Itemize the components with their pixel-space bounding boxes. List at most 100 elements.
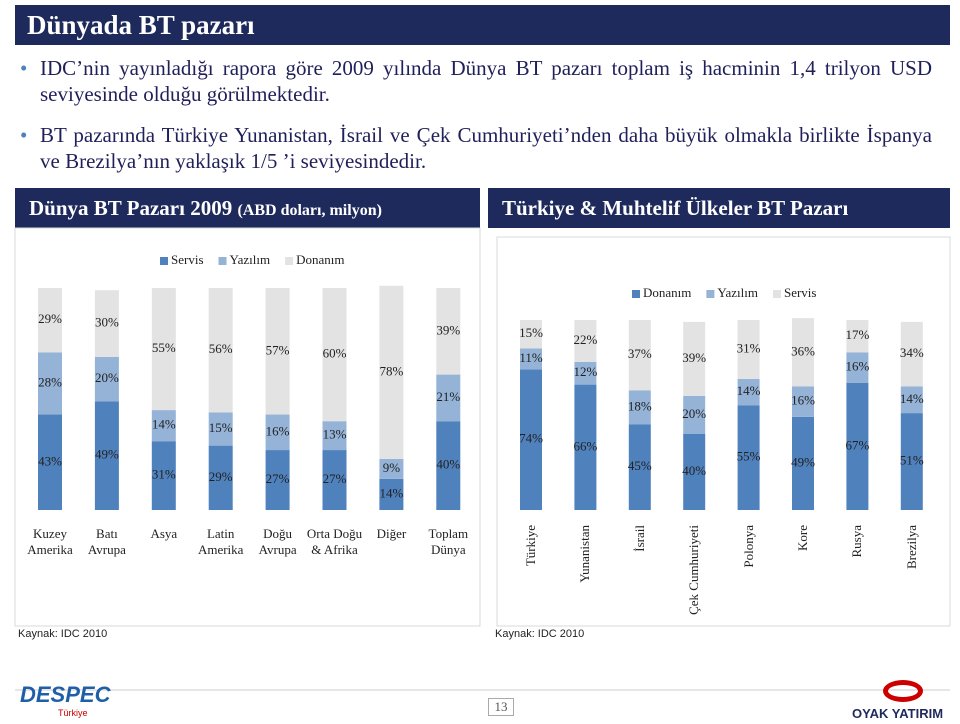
bar-segment: [151, 288, 176, 411]
x-tick-label: Kore: [795, 525, 810, 551]
x-tick-label: Polonya: [740, 525, 756, 568]
x-tick-label: Latin Amerika: [197, 526, 244, 557]
data-label: 36%: [791, 343, 815, 358]
bar-segment: [792, 386, 814, 417]
data-label: 14%: [152, 417, 176, 432]
bar-segment: [208, 445, 233, 510]
bar-segment: [792, 318, 814, 387]
data-label: 74%: [519, 431, 543, 446]
chart-subtitle: (ABD doları, milyon): [237, 202, 382, 219]
data-label: 16%: [791, 393, 815, 408]
chart-title: Türkiye & Muhtelif Ülkeler BT Pazarı: [502, 196, 849, 220]
bar-segment: [38, 414, 62, 510]
bar-segment: [322, 288, 347, 422]
bar-segment: [322, 421, 347, 451]
logo-sub: Türkiye: [58, 708, 88, 718]
bar-segment: [628, 424, 651, 510]
data-label: 40%: [436, 457, 460, 472]
data-label: 37%: [628, 346, 652, 361]
legend-label: Yazılım: [717, 285, 758, 300]
chart-title: Dünya BT Pazarı 2009: [29, 196, 233, 220]
data-label: 56%: [209, 341, 233, 356]
bar-segment: [151, 441, 176, 510]
bar-segment: [683, 321, 706, 396]
bar-segment: [900, 413, 923, 510]
data-label: 51%: [900, 453, 924, 468]
legend-swatch: [285, 257, 294, 265]
data-label: 29%: [38, 311, 62, 326]
data-label: 45%: [628, 458, 652, 473]
data-label: 20%: [95, 370, 119, 385]
x-tick-label: Doğu Avrupa: [258, 526, 297, 557]
data-label: 39%: [436, 322, 460, 337]
x-tick-label: Batı Avrupa: [87, 526, 126, 557]
data-label: 66%: [573, 438, 597, 453]
bar-segment: [846, 352, 869, 383]
bar-segment: [737, 378, 760, 406]
data-label: 34%: [900, 345, 924, 360]
legend-swatch: [160, 257, 168, 265]
slide-title: Dünyada BT pazarı: [15, 5, 950, 45]
bar-segment: [900, 321, 923, 387]
x-tick-label: İsrail: [631, 525, 647, 552]
data-label: 14%: [737, 383, 761, 398]
data-label: 78%: [379, 363, 403, 378]
x-tick-label: Rusya: [849, 525, 865, 558]
bar-segment: [846, 382, 869, 510]
data-label: 67%: [845, 437, 869, 452]
data-label: 20%: [682, 406, 706, 421]
bar-segment: [265, 414, 290, 451]
x-tick-label: Diğer: [376, 526, 407, 541]
data-label: 55%: [737, 449, 761, 464]
bar-segment: [737, 320, 760, 379]
bar-segment: [520, 348, 542, 370]
data-label: 16%: [845, 358, 869, 373]
bar-segment: [379, 285, 404, 459]
bar-segment: [38, 288, 62, 353]
x-tick-label: Çek Cumhuriyeti: [686, 525, 702, 615]
x-tick-label: Türkiye: [523, 525, 538, 567]
logo: DESPEC: [20, 682, 111, 707]
page-number: 13: [488, 698, 514, 716]
logo: OYAK YATIRIM: [852, 706, 944, 721]
legend-swatch: [632, 290, 640, 298]
source: Kaynak: IDC 2010: [18, 628, 108, 640]
legend-swatch: [706, 290, 715, 298]
data-label: 28%: [38, 374, 62, 389]
bar-segment: [574, 320, 597, 362]
data-label: 17%: [845, 327, 869, 342]
data-label: 15%: [209, 420, 233, 435]
source: Kaynak: IDC 2010: [495, 628, 585, 640]
legend-label: Donanım: [643, 285, 691, 300]
bar-segment: [628, 390, 651, 425]
data-label: 27%: [323, 471, 347, 486]
legend-label: Servis: [784, 285, 817, 300]
bullet: BT pazarında Türkiye Yunanistan, İsrail …: [20, 122, 932, 174]
x-tick-label: Kuzey Amerika: [27, 526, 73, 557]
legend-label: Servis: [171, 252, 204, 267]
bar-segment: [208, 412, 233, 446]
data-label: 18%: [628, 398, 652, 413]
x-tick-label: Brezilya: [903, 525, 919, 570]
bar-segment: [436, 421, 461, 510]
data-label: 49%: [95, 447, 119, 462]
bar-segment: [379, 458, 404, 479]
data-label: 9%: [383, 460, 401, 475]
data-label: 31%: [152, 467, 176, 482]
data-label: 11%: [519, 350, 543, 365]
chart-header: Dünya BT Pazarı 2009 (ABD doları, milyon…: [15, 188, 480, 228]
bar-segment: [265, 288, 290, 415]
bullet: IDC’nin yayınladığı rapora göre 2009 yıl…: [20, 55, 932, 107]
bar-segment: [265, 450, 290, 510]
bar-segment: [683, 396, 706, 434]
bar-segment: [379, 478, 404, 510]
bar-segment: [94, 356, 119, 402]
bar-segment: [436, 288, 461, 375]
legend-swatch: [772, 290, 781, 298]
chart-header: Türkiye & Muhtelif Ülkeler BT Pazarı: [488, 188, 950, 228]
bar-segment: [151, 410, 176, 442]
x-tick-label: Toplam Dünya: [428, 526, 469, 557]
bar-segment: [628, 320, 651, 391]
bar-segment: [38, 352, 62, 415]
data-label: 57%: [266, 342, 290, 357]
